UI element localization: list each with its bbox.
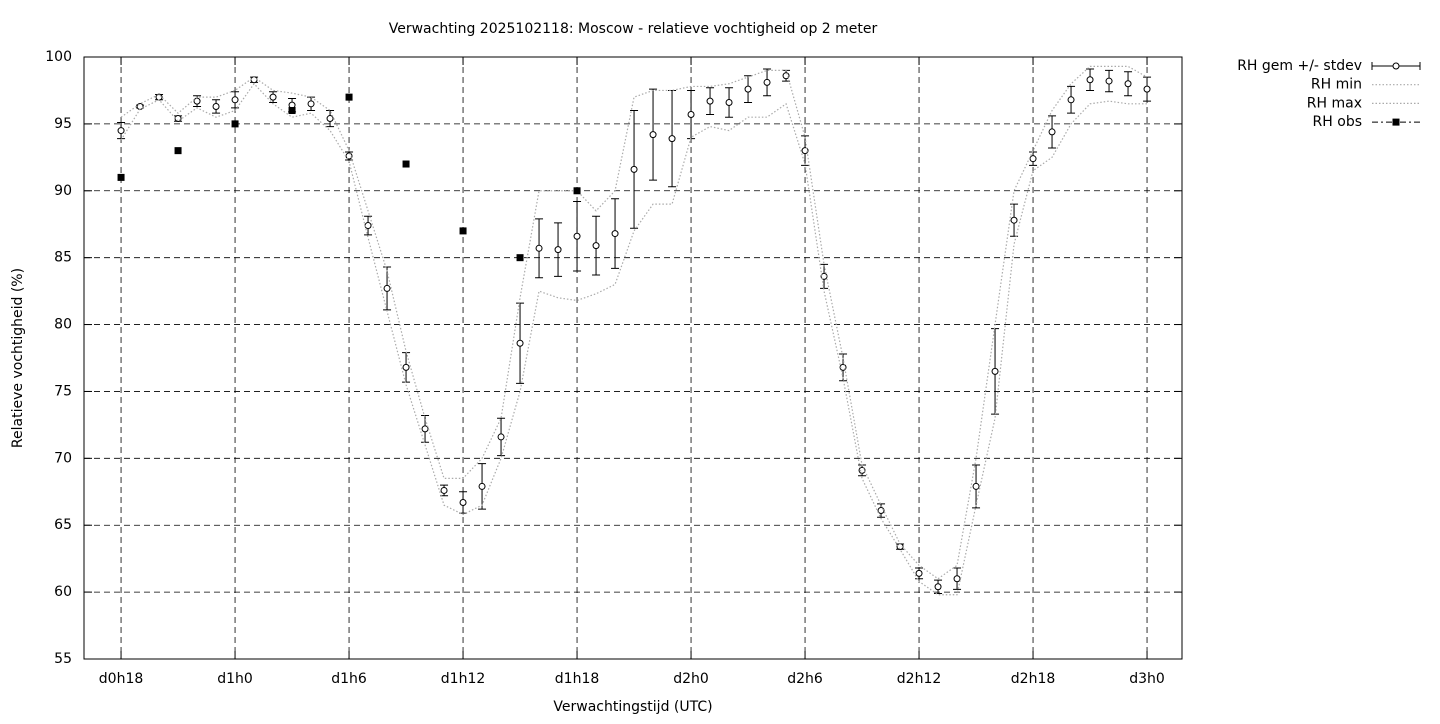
legend-sample <box>1392 118 1400 126</box>
y-tick-label: 75 <box>54 383 72 399</box>
obs-point <box>573 187 581 195</box>
mean-point <box>573 232 581 240</box>
y-tick-label: 65 <box>54 517 72 533</box>
mean-point <box>801 147 809 155</box>
mean-point <box>1124 80 1132 88</box>
legend-label: RH min <box>1311 77 1362 93</box>
mean-point <box>1067 96 1075 104</box>
obs-point <box>459 227 467 235</box>
x-tick-label: d2h18 <box>1011 671 1055 687</box>
obs-point <box>345 93 353 101</box>
y-axis-label: Relatieve vochtigheid (%) <box>10 268 26 448</box>
obs-point <box>231 120 239 128</box>
mean-point <box>1048 128 1056 136</box>
legend-sample <box>1392 62 1400 70</box>
obs-point <box>516 254 524 262</box>
mean-point <box>763 78 771 86</box>
mean-point <box>706 97 714 105</box>
mean-point <box>744 85 752 93</box>
legend-label: RH max <box>1307 95 1362 111</box>
mean-point <box>649 131 657 139</box>
y-tick-label: 70 <box>54 450 72 466</box>
mean-point <box>117 127 125 135</box>
legend-label: RH gem +/- stdev <box>1237 58 1362 74</box>
mean-point <box>402 363 410 371</box>
mean-point <box>611 230 619 238</box>
mean-point <box>1086 76 1094 84</box>
mean-point <box>497 433 505 441</box>
mean-point <box>440 486 448 494</box>
mean-point <box>687 111 695 119</box>
mean-point <box>383 284 391 292</box>
range-line <box>120 82 1148 596</box>
mean-point <box>1105 77 1113 85</box>
mean-point <box>592 242 600 250</box>
x-tick-label: d1h18 <box>555 671 599 687</box>
mean-point <box>934 583 942 591</box>
mean-point <box>326 115 334 123</box>
x-tick-label: d1h6 <box>331 671 367 687</box>
mean-point <box>991 367 999 375</box>
mean-point <box>307 100 315 108</box>
mean-point <box>554 246 562 254</box>
x-tick-label: d1h12 <box>441 671 485 687</box>
x-tick-label: d3h0 <box>1129 671 1165 687</box>
mean-point <box>269 93 277 101</box>
mean-point <box>953 575 961 583</box>
obs-point <box>288 107 296 115</box>
y-tick-label: 55 <box>54 651 72 667</box>
mean-point <box>364 222 372 230</box>
chart-title: Verwachting 2025102118: Moscow - relatie… <box>389 21 878 37</box>
y-tick-label: 60 <box>54 584 72 600</box>
y-tick-label: 95 <box>54 116 72 132</box>
x-tick-label: d2h6 <box>787 671 823 687</box>
mean-point <box>972 482 980 490</box>
mean-point <box>174 115 182 123</box>
plot-frame <box>83 56 1183 660</box>
mean-point <box>421 425 429 433</box>
mean-point <box>630 165 638 173</box>
mean-point <box>193 97 201 105</box>
mean-point <box>478 482 486 490</box>
obs-point <box>117 173 125 181</box>
x-tick-label: d1h0 <box>217 671 253 687</box>
mean-point <box>516 339 524 347</box>
mean-point <box>212 102 220 110</box>
x-tick-label: d0h18 <box>99 671 143 687</box>
obs-point <box>174 147 182 155</box>
y-tick-label: 90 <box>54 183 72 199</box>
y-tick-label: 80 <box>54 317 72 333</box>
mean-point <box>1143 85 1151 93</box>
mean-point <box>459 498 467 506</box>
x-axis-label: Verwachtingstijd (UTC) <box>553 699 712 715</box>
x-tick-label: d2h0 <box>673 671 709 687</box>
x-tick-label: d2h12 <box>897 671 941 687</box>
y-tick-label: 100 <box>45 49 72 65</box>
obs-point <box>402 160 410 168</box>
range-line <box>120 65 1148 580</box>
mean-point <box>915 569 923 577</box>
mean-point <box>725 98 733 106</box>
legend-label: RH obs <box>1313 114 1362 130</box>
mean-point <box>1010 216 1018 224</box>
y-tick-label: 85 <box>54 250 72 266</box>
mean-point <box>877 507 885 515</box>
mean-point <box>535 244 543 252</box>
mean-point <box>231 96 239 104</box>
mean-point <box>668 135 676 143</box>
mean-point <box>1029 155 1037 163</box>
